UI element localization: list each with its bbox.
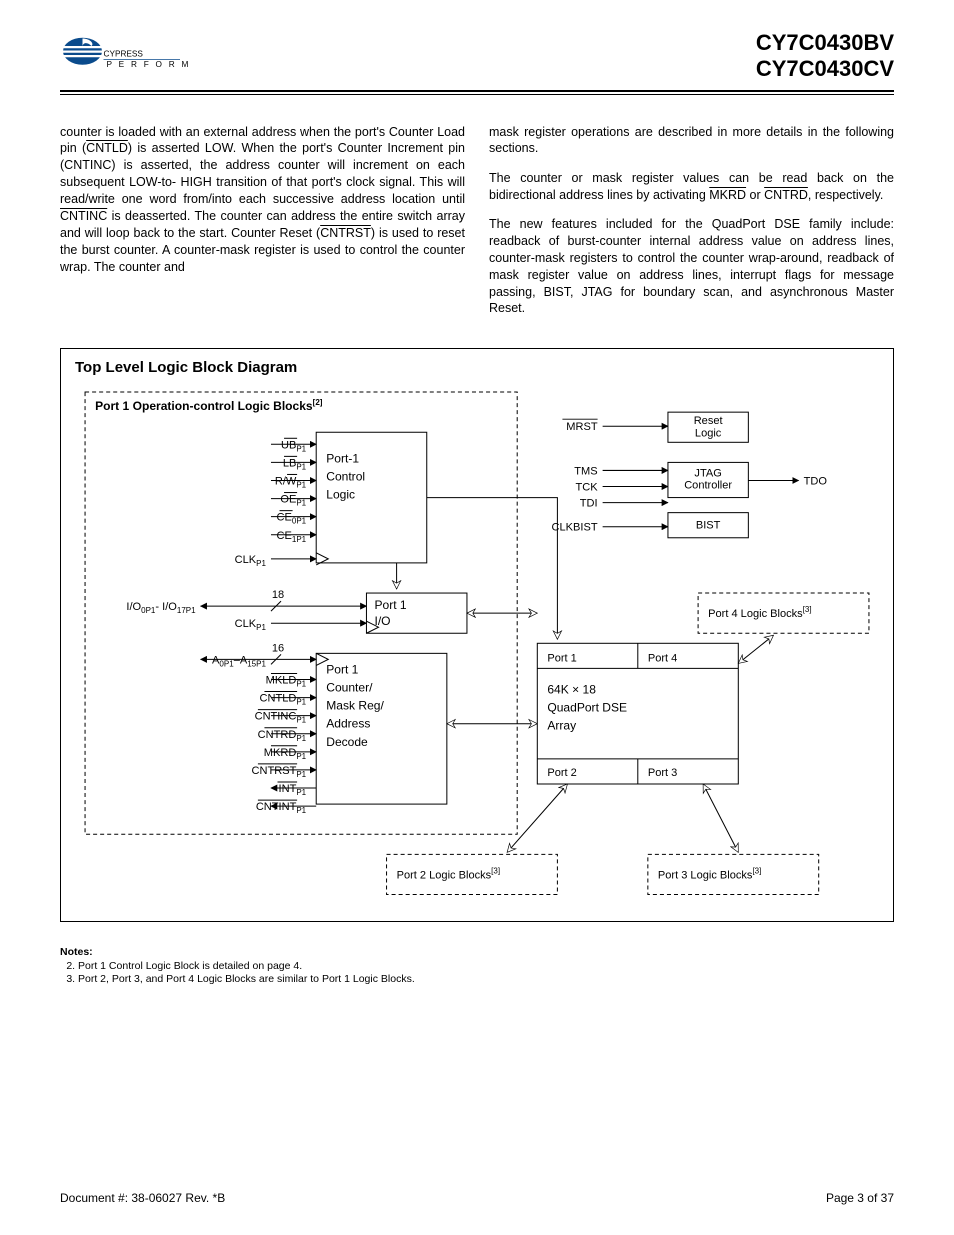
svg-text:CNTLDP1: CNTLDP1 [260,692,307,706]
box-control-label-1: Port-1 [326,451,359,465]
svg-text:MKLDP1: MKLDP1 [266,674,307,688]
array-c2: QuadPort DSE [547,700,627,714]
port4-label: Port 4 Logic Blocks[3] [708,605,811,620]
part-number-2: CY7C0430CV [756,56,894,82]
para-4: The new features included for the QuadPo… [489,216,894,317]
box-io-label-1: Port 1 [374,598,406,612]
svg-text:CNTINTP1: CNTINTP1 [256,801,307,815]
mrst-label: MRST [566,421,598,433]
port2-label: Port 2 Logic Blocks[3] [397,866,500,881]
svg-text:CNTINCP1: CNTINCP1 [255,710,307,724]
addr-label: A0P1–A15P1 [212,654,266,668]
svg-text:LBP1: LBP1 [283,457,307,471]
note-3: Port 2, Port 3, and Port 4 Logic Blocks … [78,973,894,985]
logo-text: CYPRESS [104,50,144,59]
para-1: counter is loaded with an external addre… [60,124,465,276]
box-control-label-3: Logic [326,487,355,501]
part-numbers: CY7C0430BV CY7C0430CV [756,30,894,82]
array-c3: Array [547,718,576,732]
logo-tagline: P E R F O R M [107,60,191,69]
page: CYPRESS P E R F O R M CY7C0430BV CY7C043… [0,0,954,1235]
notes: Notes: Port 1 Control Logic Block is det… [60,946,894,985]
clk-label-2: CLKP1 [235,618,267,632]
array-c1: 64K × 18 [547,682,596,696]
doc-number: Document #: 38-06027 Rev. *B [60,1191,225,1205]
reset-l1: Reset [694,415,723,427]
svg-text:UBP1: UBP1 [281,439,307,453]
svg-text:OEP1: OEP1 [280,493,306,507]
tck: TCK [575,481,598,493]
tdo: TDO [804,475,828,487]
box-counter-l4: Address [326,716,370,730]
svg-text:INTP1: INTP1 [279,783,307,797]
bist-l: BIST [696,519,721,531]
port3-label: Port 3 Logic Blocks[3] [658,866,761,881]
clkbist: CLKBIST [552,521,598,533]
array-port3: Port 3 [648,767,677,779]
svg-text:R/WP1: R/WP1 [275,475,307,489]
note-2: Port 1 Control Logic Block is detailed o… [78,960,894,972]
diagram-svg: Port 1 Operation-control Logic Blocks[2]… [75,382,879,905]
tms: TMS [574,465,597,477]
svg-text:MKRDP1: MKRDP1 [264,747,307,761]
divider-thin [60,94,894,95]
divider-thick [60,90,894,92]
jtag-l2: Controller [684,479,732,491]
bus-16: 16 [272,642,284,654]
svg-text:CE1P1: CE1P1 [277,530,307,544]
jtag-l1: JTAG [694,467,721,479]
col-right: mask register operations are described i… [489,111,894,330]
io-label: I/O0P1- I/O17P1 [126,601,196,615]
box-counter-l3: Mask Reg/ [326,698,384,712]
box-counter-l2: Counter/ [326,680,373,694]
header: CYPRESS P E R F O R M CY7C0430BV CY7C043… [60,30,894,82]
cypress-logo-icon: CYPRESS P E R F O R M [60,30,210,80]
footer: Document #: 38-06027 Rev. *B Page 3 of 3… [60,1191,894,1205]
box-counter-l5: Decode [326,735,368,749]
array-port4: Port 4 [648,652,677,664]
svg-text:CE0P1: CE0P1 [277,511,307,525]
body-text: counter is loaded with an external addre… [60,111,894,330]
box-control-label-2: Control [326,469,365,483]
notes-heading: Notes: [60,946,894,958]
control-signals: UBP1 LBP1 R/WP1 OEP1 CE0P1 CE1P1 [271,438,316,544]
block-diagram: Top Level Logic Block Diagram Port 1 Ope… [60,348,894,923]
page-number: Page 3 of 37 [826,1191,894,1205]
para-3: The counter or mask register values can … [489,170,894,204]
array-port2: Port 2 [547,767,576,779]
svg-text:CNTRSTP1: CNTRSTP1 [252,765,307,779]
array-port1: Port 1 [547,652,576,664]
bus-18: 18 [272,589,284,601]
counter-signals: MKLDP1 CNTLDP1 CNTINCP1 CNTRDP1 MKRDP1 CNTRST… [252,673,317,815]
diagram-title: Top Level Logic Block Diagram [75,359,879,376]
port1-block-title: Port 1 Operation-control Logic Blocks[2] [95,398,323,413]
reset-l2: Logic [695,427,722,439]
col-left: counter is loaded with an external addre… [60,111,465,330]
logo: CYPRESS P E R F O R M [60,30,210,80]
svg-text:CNTRDP1: CNTRDP1 [258,729,307,743]
box-counter-l1: Port 1 [326,662,358,676]
clk-label: CLKP1 [235,554,267,568]
para-2: mask register operations are described i… [489,124,894,158]
part-number-1: CY7C0430BV [756,30,894,56]
tdi: TDI [580,497,598,509]
